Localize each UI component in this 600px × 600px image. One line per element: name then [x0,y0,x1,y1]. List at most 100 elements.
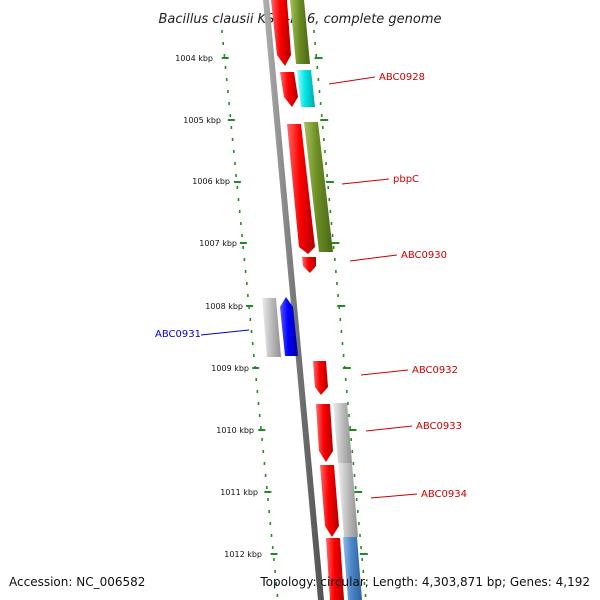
label-leader [360,369,409,376]
gene-label-abc0932[interactable]: ABC0932 [412,365,458,376]
ruler-dot [243,258,246,261]
ruler-dot [229,114,232,117]
cog-feature-steelblue[interactable] [343,537,362,600]
cds-arrow-reverse[interactable] [280,297,298,356]
cds-arrow[interactable] [280,72,298,107]
ruler-label: 1006 kbp [192,177,230,186]
ruler-dot [268,510,270,513]
cds-arrow[interactable] [313,361,328,395]
cds-arrow-pbpC[interactable] [287,124,315,254]
ruler-label: 1008 kbp [205,302,243,311]
ruler-dot [326,174,328,177]
ruler-dot [319,102,322,105]
ruler-dot [363,582,366,585]
ruler-dots [221,30,367,597]
ruler-dot [335,270,337,273]
cds-arrow[interactable] [326,538,344,600]
ruler-dot [250,330,253,333]
ruler-dot [264,474,267,477]
ruler-dot [331,234,334,237]
label-leader [341,178,390,185]
ruler-dot [344,378,347,381]
ruler-label: 1007 kbp [199,239,237,248]
ruler-dot [222,42,224,45]
cog-feature-olive[interactable] [304,122,333,252]
ruler-ticks [221,57,368,555]
ruler-dot [330,222,333,225]
accession-text: Accession: NC_006582 [9,575,145,589]
ruler-dot [339,318,342,321]
cds-arrow[interactable] [302,257,316,273]
ruler-dot [360,546,362,549]
ruler-dot [346,390,348,393]
ruler-dot [246,282,248,285]
cds-arrow[interactable] [271,0,291,66]
ruler-dot [269,522,272,525]
ruler-dot [258,414,261,417]
ruler-dot [253,354,255,357]
ruler-dot [357,510,359,513]
ruler-dot [237,198,240,201]
ruler-dot [336,282,338,285]
cog-feature-grey[interactable] [333,403,352,463]
ruler-dot [270,534,273,537]
ruler-dot [342,354,345,357]
ruler-dot [240,222,242,225]
ruler-label: 1010 kbp [216,426,254,435]
cog-feature-olive[interactable] [290,0,310,64]
ruler-dot [358,522,360,525]
ruler-dot [340,330,343,333]
ruler-dot [350,438,352,441]
cds-arrow[interactable] [316,404,333,462]
label-leader [349,254,398,262]
ruler-dot [260,426,262,429]
gene-label-abc0930[interactable]: ABC0930 [401,250,447,261]
gene-label-abc0934[interactable]: ABC0934 [421,489,467,500]
label-leader [328,76,376,85]
ruler-dot [247,294,249,297]
ruler-dot [364,594,367,597]
genome-backbone [263,0,324,600]
label-leader [370,493,418,499]
ruler-dot [337,294,339,297]
ruler-dot [348,414,350,417]
ruler-dot [231,138,234,141]
gene-label-abc0928[interactable]: ABC0928 [379,72,425,83]
ruler-dot [256,390,259,393]
ruler-dot [242,246,244,249]
gene-label-pbpc[interactable]: pbpC [393,174,419,185]
cog-feature-cyan[interactable] [297,70,315,107]
ruler-dot [352,462,355,465]
ruler-dot [341,342,344,345]
ruler-dot [224,66,227,69]
ruler-labels: 1004 kbp 1005 kbp 1006 kbp 1007 kbp 1008… [175,54,262,559]
ruler-dot [325,162,327,165]
ruler-dot [228,102,230,105]
ruler-dot [263,462,266,465]
cds-arrow[interactable] [320,465,339,537]
ruler-dot [235,174,237,177]
ruler-dot [271,546,274,549]
topology-summary: Topology: circular; Length: 4,303,871 bp… [259,575,590,589]
cog-track [290,0,362,600]
ruler-dot [249,318,252,321]
cog-feature-grey[interactable] [338,463,358,537]
ruler-dot [332,246,335,249]
cds-reverse-track [262,297,298,357]
ruler-dot [317,78,320,81]
ruler-label: 1011 kbp [220,488,258,497]
gene-label-abc0933[interactable]: ABC0933 [416,421,462,432]
ruler-dot [322,126,324,129]
ruler-dot [241,234,243,237]
cog-feature-grey[interactable] [262,298,281,357]
ruler-dot [225,78,228,81]
ruler-dot [236,186,239,189]
ruler-dot [327,186,329,189]
gene-label-abc0931[interactable]: ABC0931 [155,329,201,340]
ruler-dot [318,90,321,93]
cds-forward-track [271,0,344,600]
ruler-dot [320,114,323,117]
ruler-dot [361,558,363,561]
ruler-dot [338,306,340,309]
ruler-dot [257,402,260,405]
